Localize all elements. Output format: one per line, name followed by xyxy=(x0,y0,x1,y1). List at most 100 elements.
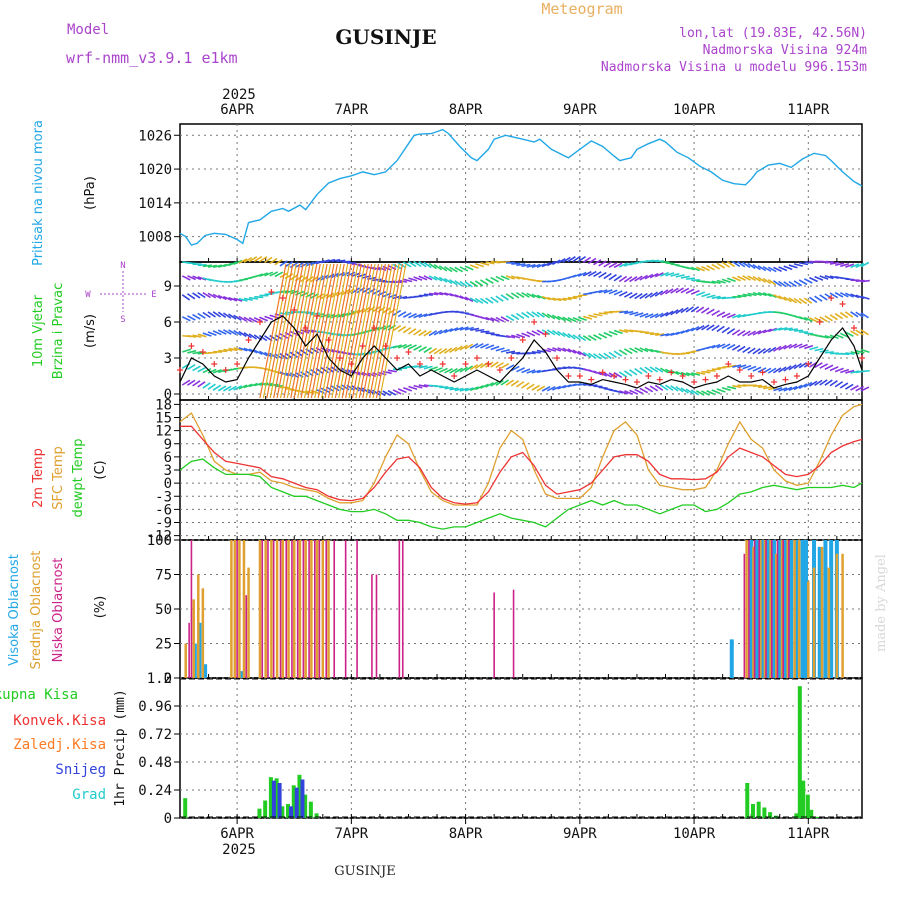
wind-arrow xyxy=(444,368,453,374)
wind-arrow xyxy=(624,310,634,315)
wind-arrow xyxy=(695,306,705,313)
wind-arrow xyxy=(315,259,325,265)
pressure-unit: (hPa) xyxy=(83,176,98,210)
wind-arrow xyxy=(767,367,777,374)
wind-arrow xyxy=(793,280,803,287)
cloud-bar xyxy=(308,540,310,678)
wind-arrow xyxy=(197,381,206,388)
wind-arrow xyxy=(619,310,629,314)
wind-gust-marker xyxy=(656,376,663,383)
wind-arrow xyxy=(629,369,638,376)
wind-arrow xyxy=(510,313,520,321)
wind-arrow xyxy=(747,347,756,354)
pressure-line xyxy=(179,128,863,246)
wind-arrow-strong xyxy=(259,263,287,399)
wind-arrow xyxy=(382,370,392,375)
wind-arrow xyxy=(757,291,767,297)
wind-arrow xyxy=(742,364,752,370)
wind-arrow xyxy=(783,265,793,271)
wind-arrow xyxy=(577,271,587,277)
precip-bar xyxy=(303,794,308,818)
wind-arrow xyxy=(850,263,860,269)
wind-arrow xyxy=(372,389,381,396)
wind-arrow xyxy=(557,384,567,390)
wind-arrow xyxy=(192,313,201,320)
wind-arrow xyxy=(392,325,402,332)
wind-arrow xyxy=(634,312,644,317)
wind-arrow xyxy=(438,347,448,355)
wind-arrow xyxy=(747,275,756,282)
wind-arrow xyxy=(253,349,263,355)
wind-arrow xyxy=(397,311,407,318)
wind-gust-marker xyxy=(496,367,503,373)
wind-arrow xyxy=(757,329,767,335)
wind-arrow xyxy=(840,352,850,356)
precip-bar xyxy=(801,780,806,818)
wind-arrow xyxy=(289,351,299,359)
wind-arrow xyxy=(474,342,484,349)
wind-gust-marker xyxy=(531,319,538,325)
wind-arrow xyxy=(747,365,757,371)
wind-arrow xyxy=(459,387,469,392)
wind-arrow xyxy=(515,312,525,320)
wind-arrow xyxy=(819,363,829,369)
wind-gust-marker xyxy=(782,376,789,383)
wind-arrow xyxy=(351,385,360,392)
wind-arrow xyxy=(639,367,648,374)
wind-arrow xyxy=(485,278,494,284)
wind-arrow xyxy=(762,266,772,272)
footer-location: GUSINJE xyxy=(334,864,395,879)
wind-arrow xyxy=(526,383,535,390)
wind-arrow xyxy=(505,364,515,371)
wind-arrow xyxy=(485,261,495,265)
cloud-axis-title-1: Visoka Oblacnost xyxy=(7,554,22,666)
cloud-bar xyxy=(759,540,762,678)
wind-gust-marker xyxy=(851,325,858,331)
wind-arrow xyxy=(500,379,509,386)
wind-arrow xyxy=(470,327,480,331)
wind-arrow xyxy=(197,263,207,267)
precip-bar xyxy=(814,816,819,818)
wind-arrow xyxy=(752,263,761,271)
wind-arrow xyxy=(660,271,670,277)
cloud-tick-label: 0 xyxy=(164,671,172,687)
wind-arrow xyxy=(243,297,253,301)
cloud-bar xyxy=(493,592,495,678)
wind-arrow xyxy=(248,317,258,323)
wind-arrow xyxy=(449,327,459,333)
wind-arrow xyxy=(721,386,731,392)
wind-arrow xyxy=(649,313,659,319)
precip-legend-item: Grad xyxy=(72,787,106,803)
wind-arrow xyxy=(454,280,463,287)
wind-arrow xyxy=(623,370,633,377)
wind-arrow xyxy=(613,290,623,296)
wind-arrow xyxy=(809,346,819,351)
wind-arrow xyxy=(433,275,443,282)
wind-arrow xyxy=(798,297,808,305)
wind-arrow xyxy=(783,386,793,392)
wind-arrow xyxy=(469,343,479,349)
wind-arrow xyxy=(300,371,309,378)
precip-bar xyxy=(314,813,319,818)
wind-arrow-strong xyxy=(279,263,308,399)
wind-arrow xyxy=(238,330,247,338)
wind-arrow xyxy=(495,347,505,352)
wind-arrow xyxy=(449,387,459,391)
wind-arrow xyxy=(552,347,562,352)
wind-arrow xyxy=(428,366,438,371)
cloud-bar xyxy=(238,540,241,678)
wind-arrow xyxy=(464,365,473,372)
wind-arrow xyxy=(192,380,201,387)
cloud-bar xyxy=(296,540,299,678)
wind-arrow xyxy=(649,385,659,392)
wind-arrow xyxy=(480,343,489,349)
wind-arrow xyxy=(572,272,582,278)
cloud-series xyxy=(184,540,844,678)
wind-arrow xyxy=(701,390,710,396)
wind-arrow xyxy=(454,367,463,374)
wind-arrow xyxy=(408,313,417,319)
wind-arrow-strong xyxy=(293,263,321,399)
wind-arrow xyxy=(536,385,546,392)
wind-gust-marker xyxy=(325,337,332,343)
wind-arrow xyxy=(438,367,448,373)
